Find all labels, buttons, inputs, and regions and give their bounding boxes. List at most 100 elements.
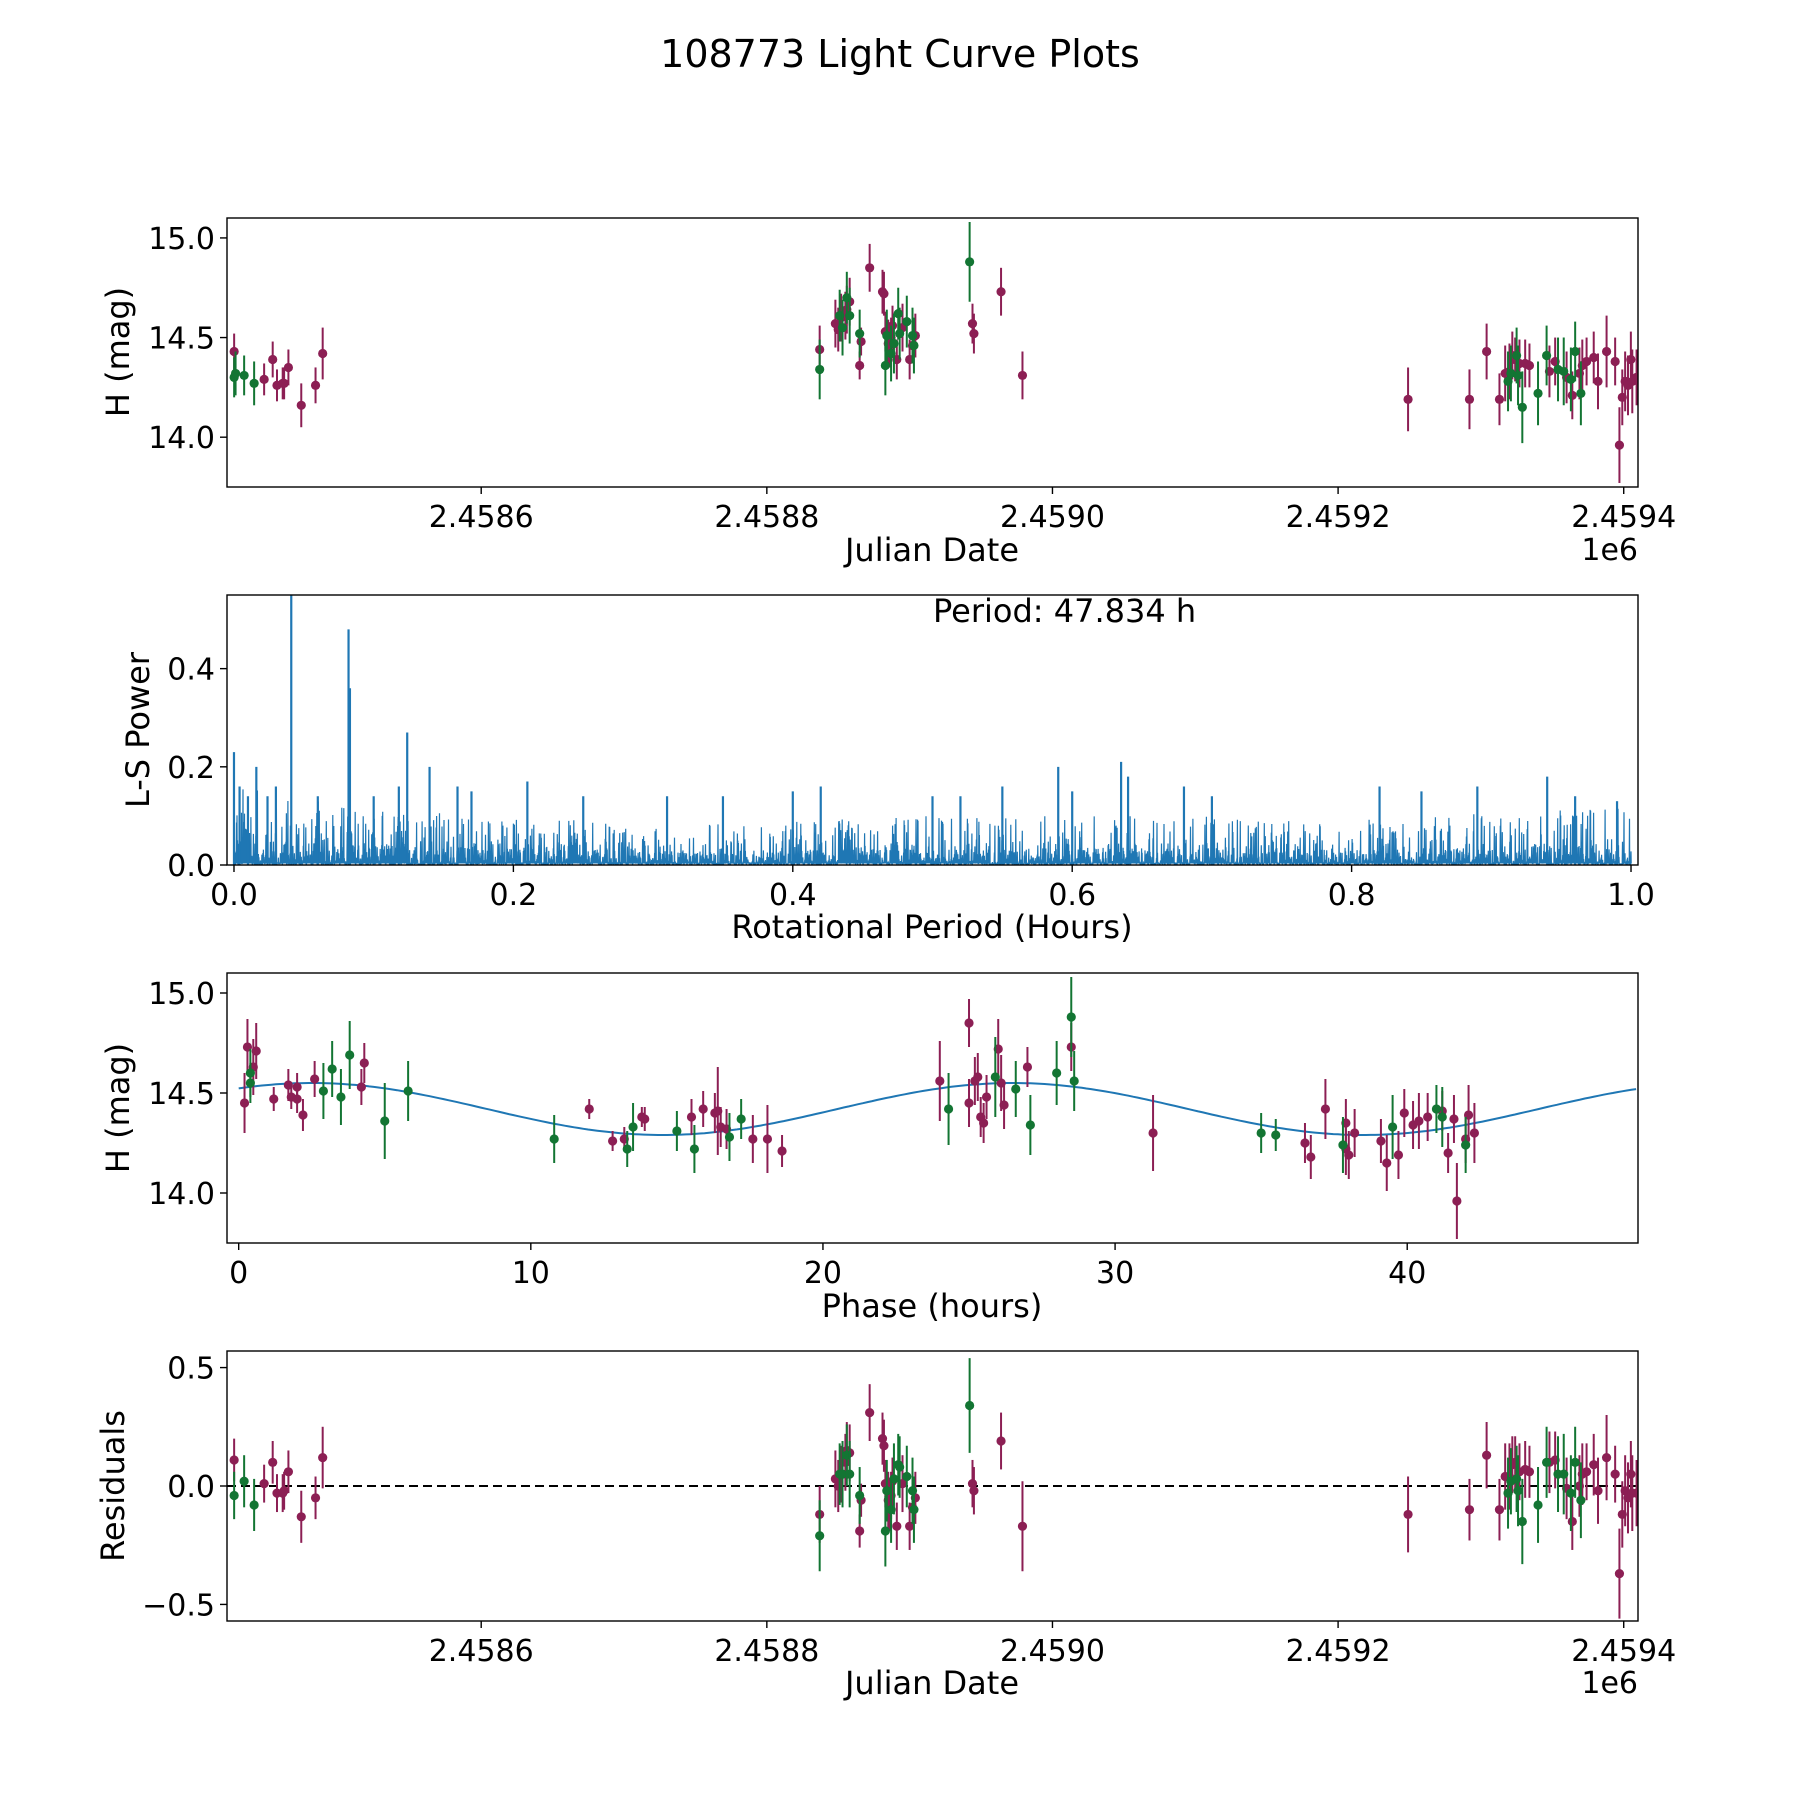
- data-point: [1576, 388, 1586, 398]
- data-point: [1524, 1467, 1535, 1477]
- data-point: [1513, 370, 1523, 381]
- fit-curve: [238, 1082, 1637, 1136]
- data-point: [628, 1122, 638, 1132]
- data-point: [845, 1469, 855, 1479]
- data-point: [249, 378, 259, 388]
- data-point: [1567, 390, 1577, 400]
- x-tick-label: 2.4586: [429, 500, 534, 535]
- folded-xlabel: Phase (hours): [822, 1287, 1043, 1325]
- data-point: [889, 338, 899, 349]
- residuals-ylabel: Residuals: [94, 1410, 132, 1562]
- data-point: [1393, 1150, 1404, 1160]
- data-point: [736, 1114, 746, 1124]
- data-point: [1431, 1104, 1442, 1114]
- panel-residuals: 2.4586 2.4588 2.4590 2.4592 2.4594 −0.5 0.0 0.5…: [94, 1350, 1676, 1702]
- period-annotation: Period: 47.834 h: [933, 592, 1196, 630]
- data-point: [1626, 1469, 1636, 1479]
- y-tick-label: 0.0: [167, 1470, 215, 1505]
- data-point: [1541, 1457, 1552, 1467]
- data-point: [879, 289, 889, 299]
- periodogram-xlabel: Rotational Period (Hours): [731, 908, 1132, 946]
- data-point: [964, 1018, 974, 1028]
- data-point: [1506, 368, 1516, 379]
- data-point: [327, 1064, 337, 1074]
- data-point: [1414, 1116, 1424, 1126]
- data-point: [969, 1486, 979, 1496]
- data-point: [1517, 1516, 1527, 1527]
- data-point: [336, 1092, 346, 1102]
- data-point: [296, 400, 306, 410]
- data-point: [935, 1076, 945, 1086]
- data-point: [229, 1455, 239, 1465]
- data-point: [964, 1098, 974, 1108]
- data-point: [889, 1474, 899, 1484]
- data-point: [1066, 1012, 1076, 1022]
- lightcurve-offset-label: 1e6: [1581, 533, 1638, 568]
- data-point: [1256, 1128, 1266, 1138]
- data-point: [298, 1110, 308, 1120]
- data-point: [1069, 1076, 1079, 1086]
- data-point: [1524, 360, 1535, 371]
- x-tick-label: 2.4588: [714, 500, 819, 535]
- data-point: [356, 1082, 366, 1092]
- data-point: [895, 1462, 905, 1472]
- data-point: [837, 322, 848, 333]
- x-tick-label: 0: [229, 1256, 248, 1291]
- data-point: [1601, 346, 1612, 357]
- periodogram-ticks: 0.0 0.2 0.4 0.6 0.8 1.0 0.0 0.2 0.4: [167, 653, 1655, 913]
- folded-ticks: 0 10 20 30 40 14.0 14.5 15.0: [148, 977, 1426, 1291]
- data-point: [1593, 1486, 1603, 1496]
- data-point: [310, 1074, 320, 1084]
- data-point: [239, 1476, 249, 1486]
- data-point: [1512, 1474, 1522, 1484]
- data-point: [855, 1526, 865, 1536]
- figure-title: 108773 Light Curve Plots: [660, 32, 1140, 76]
- y-tick-label: 0.2: [167, 751, 215, 786]
- data-point: [239, 1098, 250, 1108]
- data-point: [1494, 394, 1505, 404]
- data-point: [283, 362, 294, 373]
- data-point: [1566, 374, 1576, 384]
- data-point: [268, 1457, 278, 1467]
- data-point: [1382, 1158, 1392, 1168]
- panel-periodogram: 0.0 0.2 0.4 0.6 0.8 1.0 0.0 0.2 0.4 Period: 47.8…: [119, 592, 1655, 946]
- data-point: [1469, 1128, 1480, 1138]
- x-tick-label: 2.4592: [1286, 1634, 1391, 1669]
- data-point: [1022, 1062, 1033, 1072]
- data-point: [1482, 346, 1492, 357]
- data-point: [882, 330, 892, 341]
- data-point: [855, 360, 865, 371]
- data-point: [1567, 1516, 1577, 1527]
- data-point: [837, 1469, 848, 1479]
- data-point: [269, 1094, 279, 1104]
- y-tick-label: 14.0: [148, 1177, 215, 1212]
- folded-axes-frame: [226, 972, 1639, 1244]
- periodogram-axes-frame: [226, 594, 1639, 866]
- data-point: [1614, 440, 1625, 450]
- data-point: [345, 1050, 355, 1060]
- data-point: [1601, 1452, 1612, 1463]
- data-point: [1517, 402, 1527, 412]
- residuals-ticks: 2.4586 2.4588 2.4590 2.4592 2.4594 −0.5 0.0 0.5: [142, 1352, 1676, 1669]
- data-point: [996, 287, 1006, 297]
- data-point: [902, 1471, 912, 1482]
- y-tick-label: 15.0: [148, 977, 215, 1012]
- data-point: [229, 1490, 239, 1501]
- lightcurve-ticks: 2.4586 2.4588 2.4590 2.4592 2.4594 14.0 14.5 15…: [148, 222, 1676, 535]
- data-point: [1344, 1150, 1354, 1160]
- data-point: [969, 328, 979, 339]
- data-point: [967, 319, 978, 329]
- lightcurve-points: [229, 221, 1638, 484]
- folded-ylabel: H (mag): [99, 1043, 137, 1173]
- data-point: [907, 330, 918, 341]
- y-tick-label: 14.0: [148, 421, 215, 456]
- data-point: [279, 1486, 289, 1496]
- data-point: [689, 1144, 700, 1154]
- data-point: [865, 1407, 875, 1418]
- x-tick-label: 0.0: [210, 878, 258, 913]
- data-point: [762, 1134, 773, 1144]
- data-point: [672, 1126, 682, 1136]
- data-point: [1306, 1152, 1316, 1162]
- lightcurve-xlabel: Julian Date: [843, 531, 1019, 569]
- data-point: [268, 354, 278, 365]
